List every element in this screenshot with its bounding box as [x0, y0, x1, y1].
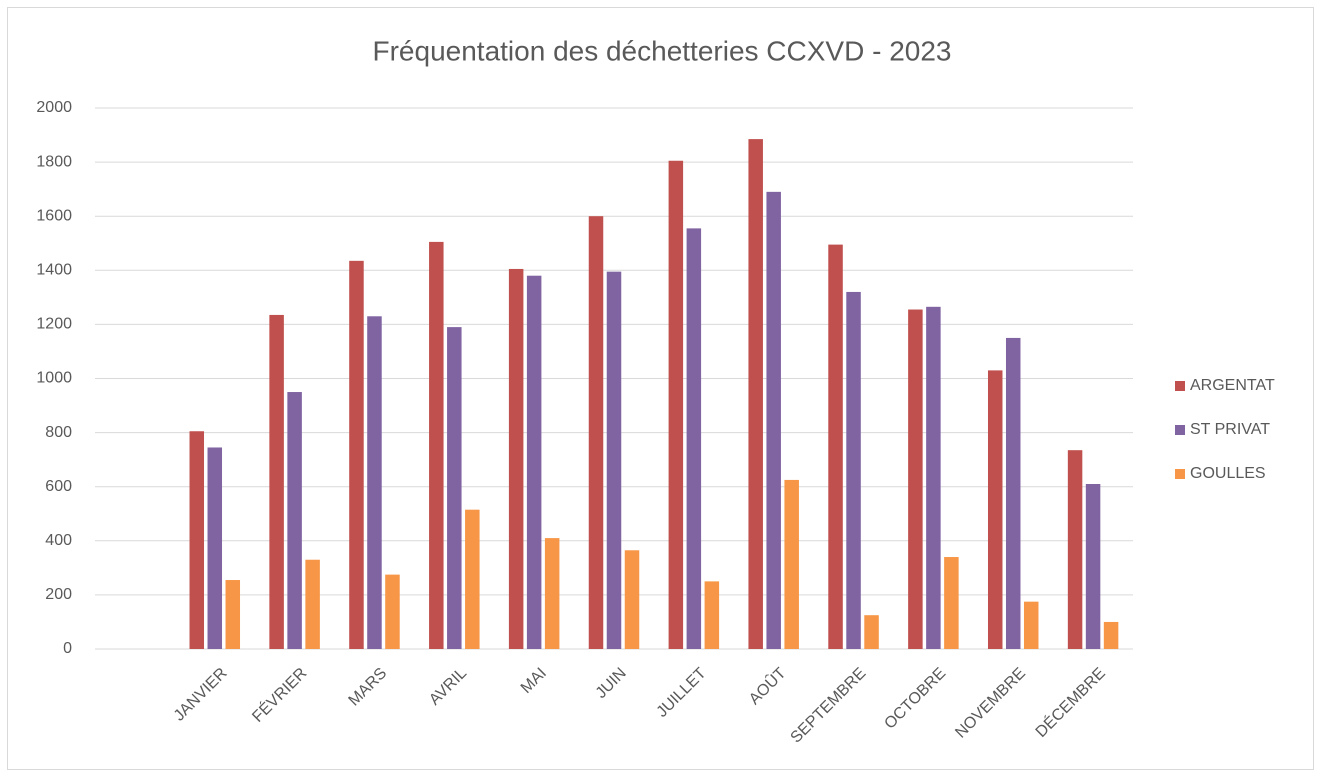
bar: [447, 327, 462, 649]
bar: [908, 309, 923, 649]
y-tick-label: 1400: [36, 262, 72, 279]
bar: [686, 228, 702, 649]
y-tick-label: 0: [63, 640, 72, 657]
y-tick-label: 1800: [36, 153, 72, 170]
y-tick-label: 200: [45, 586, 72, 603]
bar: [1103, 621, 1119, 649]
bar: [367, 316, 382, 649]
bar: [526, 275, 542, 649]
bar: [987, 370, 1003, 649]
y-tick-label: 800: [45, 424, 72, 441]
legend-swatch: [1175, 425, 1185, 435]
bar: [748, 139, 763, 650]
bar: [1023, 601, 1039, 649]
bar: [1067, 450, 1083, 649]
bar: [305, 559, 320, 649]
bar: [287, 392, 302, 649]
bar: [588, 216, 604, 649]
bar: [207, 447, 223, 649]
y-tick-label: 1200: [36, 316, 72, 333]
bar: [429, 241, 444, 649]
bar: [225, 580, 241, 649]
bar: [1085, 483, 1101, 649]
bar: [508, 268, 524, 649]
bar: [766, 191, 781, 650]
legend-swatch: [1175, 381, 1185, 391]
bar: [846, 291, 861, 649]
bar: [465, 509, 480, 649]
y-tick-label: 2000: [36, 99, 72, 116]
bar: [926, 306, 941, 649]
bar: [544, 538, 560, 649]
chart-title: Fréquentation des déchetteries CCXVD - 2…: [373, 35, 952, 66]
bar: [385, 574, 400, 649]
bar: [624, 550, 640, 649]
legend-swatch: [1175, 469, 1185, 479]
bar: [606, 271, 622, 649]
bar: [784, 479, 799, 649]
bar: [269, 314, 284, 649]
chart-border: [7, 7, 1314, 770]
bar: [944, 557, 959, 649]
bar: [1005, 337, 1021, 649]
y-tick-label: 400: [45, 532, 72, 549]
bar: [864, 615, 879, 649]
bar: [704, 581, 720, 649]
y-tick-label: 1000: [36, 370, 72, 387]
bar: [349, 260, 364, 649]
y-tick-label: 1600: [36, 207, 72, 224]
legend-label: ST PRIVAT: [1190, 421, 1270, 438]
bar: [189, 431, 205, 649]
bar: [828, 244, 843, 650]
bar: [668, 160, 684, 649]
legend-label: GOULLES: [1190, 465, 1266, 482]
legend-label: ARGENTAT: [1190, 377, 1275, 394]
y-tick-label: 600: [45, 478, 72, 495]
